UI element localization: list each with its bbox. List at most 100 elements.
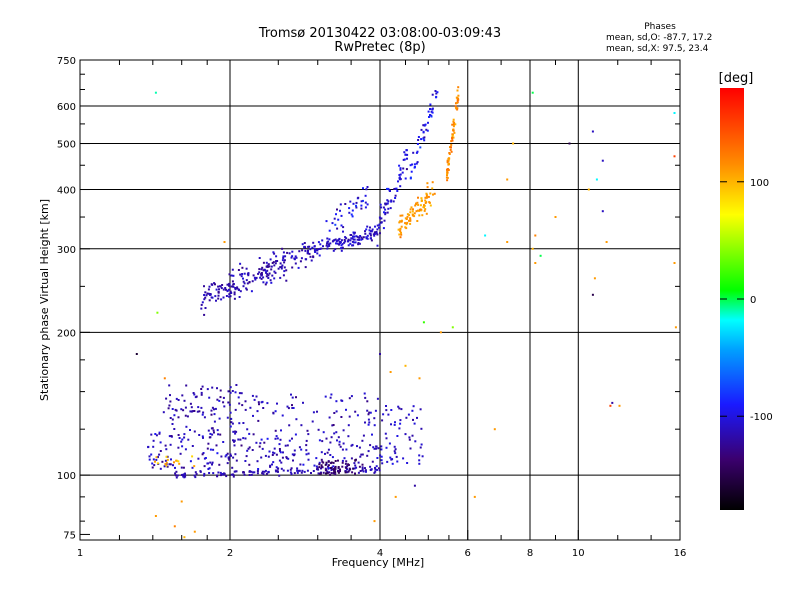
data-point xyxy=(506,178,509,181)
data-point xyxy=(357,243,360,246)
data-point xyxy=(317,241,320,244)
data-point xyxy=(358,446,361,449)
data-point xyxy=(207,288,210,291)
data-point xyxy=(366,225,369,228)
data-point xyxy=(340,244,343,247)
data-point xyxy=(206,447,209,450)
data-point xyxy=(281,414,284,417)
data-point xyxy=(255,276,258,279)
data-point xyxy=(164,444,167,447)
data-point xyxy=(374,470,377,473)
data-point xyxy=(325,220,328,223)
data-point xyxy=(222,288,225,291)
data-point xyxy=(279,262,282,265)
data-point xyxy=(170,435,173,437)
data-point xyxy=(267,277,270,279)
data-point xyxy=(273,447,276,450)
data-point xyxy=(360,204,363,207)
data-point xyxy=(424,196,427,199)
data-point xyxy=(307,452,310,455)
data-point xyxy=(413,212,416,215)
data-point xyxy=(238,296,241,298)
data-point xyxy=(156,456,159,459)
data-point xyxy=(218,417,221,420)
data-point xyxy=(335,240,338,243)
data-point xyxy=(229,411,232,414)
data-point xyxy=(350,234,353,236)
data-point xyxy=(355,201,358,204)
data-point xyxy=(203,474,206,477)
data-point xyxy=(280,267,283,270)
data-point xyxy=(244,437,247,440)
data-point xyxy=(399,230,402,233)
data-point xyxy=(418,214,421,217)
data-point xyxy=(377,447,380,450)
data-point xyxy=(192,392,195,394)
data-point xyxy=(339,468,341,471)
data-point xyxy=(228,273,231,276)
data-point xyxy=(422,124,425,127)
data-point xyxy=(307,458,310,461)
colorbar-tick-label: 0 xyxy=(750,295,756,306)
data-point xyxy=(244,408,247,411)
data-point xyxy=(399,236,402,239)
data-point xyxy=(328,243,330,246)
data-point xyxy=(327,467,330,470)
data-point xyxy=(148,455,151,458)
data-point xyxy=(177,460,180,463)
data-point xyxy=(166,455,169,458)
data-point xyxy=(305,444,308,447)
data-point xyxy=(390,200,393,203)
data-point xyxy=(310,472,312,474)
data-point xyxy=(340,399,343,402)
data-point xyxy=(207,429,210,432)
data-point xyxy=(341,448,344,451)
data-point xyxy=(384,203,387,206)
data-point xyxy=(269,279,272,282)
data-point xyxy=(289,471,292,474)
data-point xyxy=(376,233,379,236)
data-point xyxy=(353,232,356,235)
data-point xyxy=(289,468,292,471)
data-point xyxy=(398,427,401,430)
data-point xyxy=(345,237,348,240)
data-point xyxy=(417,139,420,141)
data-point xyxy=(222,473,225,476)
data-point xyxy=(381,419,384,422)
data-point xyxy=(453,121,456,124)
data-point xyxy=(375,447,378,450)
data-point xyxy=(393,450,396,453)
data-point xyxy=(264,283,267,286)
data-point xyxy=(280,429,282,432)
data-point xyxy=(337,459,339,462)
data-point xyxy=(164,459,167,462)
data-point xyxy=(247,447,250,450)
data-point xyxy=(172,464,174,467)
data-point xyxy=(325,244,328,247)
data-point xyxy=(242,280,245,283)
data-point xyxy=(332,461,335,464)
data-point xyxy=(235,459,238,462)
data-point xyxy=(446,172,449,175)
data-point xyxy=(406,221,409,224)
data-point xyxy=(404,153,407,156)
data-point xyxy=(163,377,166,380)
data-point xyxy=(341,246,344,249)
data-point xyxy=(270,281,273,284)
data-point xyxy=(257,272,260,275)
data-point xyxy=(400,408,403,411)
data-point xyxy=(280,265,283,268)
data-point xyxy=(262,473,265,476)
data-point xyxy=(252,471,255,474)
data-point xyxy=(373,233,376,235)
data-point xyxy=(322,461,325,464)
data-point xyxy=(452,128,455,131)
data-point xyxy=(198,434,201,436)
data-point xyxy=(245,455,248,458)
data-point xyxy=(274,469,277,472)
data-point xyxy=(416,201,419,204)
data-point xyxy=(333,239,336,242)
data-point xyxy=(361,466,364,469)
data-point xyxy=(301,469,304,472)
data-point xyxy=(169,400,172,403)
